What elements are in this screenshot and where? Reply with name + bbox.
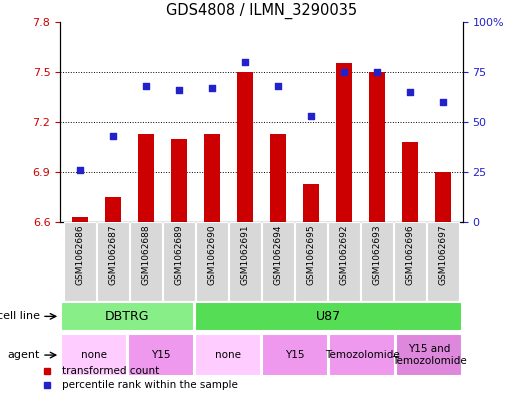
Point — [307, 113, 315, 119]
Text: GSM1062693: GSM1062693 — [372, 224, 382, 285]
Point — [142, 83, 150, 89]
Text: none: none — [81, 350, 107, 360]
Bar — [262, 334, 328, 376]
Bar — [270, 134, 286, 222]
Bar — [262, 222, 294, 301]
Bar — [329, 334, 395, 376]
Text: cell line: cell line — [0, 311, 40, 321]
Text: GSM1062686: GSM1062686 — [75, 224, 84, 285]
Point — [109, 133, 117, 139]
Point — [175, 86, 183, 93]
Point — [274, 83, 282, 89]
Text: GSM1062688: GSM1062688 — [141, 224, 151, 285]
Bar — [394, 222, 426, 301]
Point — [208, 84, 216, 91]
Bar — [204, 134, 220, 222]
Text: Temozolomide: Temozolomide — [325, 350, 400, 360]
Bar — [237, 72, 253, 222]
Bar — [402, 142, 418, 222]
Text: Y15 and
Temozolomide: Y15 and Temozolomide — [392, 344, 467, 366]
Text: GSM1062695: GSM1062695 — [306, 224, 315, 285]
Bar — [61, 334, 127, 376]
Bar — [361, 222, 393, 301]
Point — [406, 88, 414, 95]
Text: transformed count: transformed count — [62, 366, 159, 376]
Text: DBTRG: DBTRG — [105, 310, 150, 323]
Bar — [195, 302, 462, 331]
Point — [439, 99, 447, 105]
Bar — [64, 222, 96, 301]
Text: agent: agent — [8, 350, 40, 360]
Text: Y15: Y15 — [151, 350, 170, 360]
Bar — [72, 217, 88, 222]
Bar — [427, 222, 459, 301]
Bar — [130, 222, 162, 301]
Bar — [369, 72, 385, 222]
Text: U87: U87 — [316, 310, 341, 323]
Text: GSM1062691: GSM1062691 — [241, 224, 249, 285]
Point — [340, 68, 348, 75]
Text: GSM1062697: GSM1062697 — [439, 224, 448, 285]
Bar — [295, 222, 327, 301]
Bar — [328, 222, 360, 301]
Text: GSM1062689: GSM1062689 — [175, 224, 184, 285]
Point — [241, 59, 249, 65]
Text: none: none — [215, 350, 241, 360]
Bar — [229, 222, 261, 301]
Bar — [163, 222, 195, 301]
Bar — [303, 184, 319, 222]
Bar — [97, 222, 129, 301]
Text: GSM1062696: GSM1062696 — [405, 224, 415, 285]
Bar — [138, 134, 154, 222]
Title: GDS4808 / ILMN_3290035: GDS4808 / ILMN_3290035 — [166, 3, 357, 19]
Point — [373, 68, 381, 75]
Text: GSM1062692: GSM1062692 — [339, 224, 348, 285]
Bar — [196, 222, 228, 301]
Bar — [105, 197, 121, 222]
Text: percentile rank within the sample: percentile rank within the sample — [62, 380, 238, 390]
Bar — [435, 172, 451, 222]
Bar — [170, 138, 187, 222]
Point — [76, 167, 84, 173]
Bar — [336, 63, 353, 222]
Text: GSM1062687: GSM1062687 — [108, 224, 118, 285]
Text: GSM1062694: GSM1062694 — [274, 224, 282, 285]
Text: Y15: Y15 — [286, 350, 305, 360]
Bar — [396, 334, 462, 376]
Bar — [195, 334, 261, 376]
Bar — [61, 302, 194, 331]
Text: GSM1062690: GSM1062690 — [208, 224, 217, 285]
Bar — [128, 334, 194, 376]
